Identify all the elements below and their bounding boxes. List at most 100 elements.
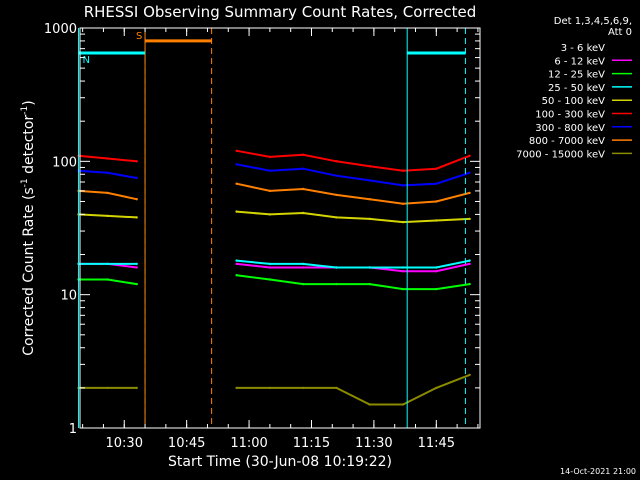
data-point-3-6-kev [335,306,338,309]
data-point-7000-15000-kev [268,386,272,390]
x-axis-label: Start Time (30-Jun-08 10:19:22) [168,454,392,470]
data-point-12-25-kev [235,274,238,277]
data-point-300-800-kev [468,171,471,174]
data-point-800-7000-kev [302,187,305,191]
data-point-25-50-kev [435,266,438,269]
data-point-3-6-kev [235,293,238,296]
data-point-12-25-kev [335,282,338,286]
data-point-12-25-kev [135,282,138,286]
data-point-800-7000-kev [235,182,238,185]
footer-date: 14-Oct-2021 21:00 [560,467,636,476]
data-point-7000-15000-kev [468,373,471,377]
data-point-300-800-kev [435,182,438,185]
data-point-800-7000-kev [368,198,371,201]
legend-label-100-300-kev: 100 - 300 keV [535,110,605,121]
data-point-800-7000-kev [335,193,338,197]
data-point-6-12-kev [135,266,138,269]
data-point-300-800-kev [135,176,138,180]
data-point-50-100-kev [435,219,438,222]
data-point-300-800-kev [106,171,109,174]
legend: Det 1,3,4,5,6,9,Att 03 - 6 keV 6 - 12 keV… [516,16,632,160]
data-point-100-300-kev [335,160,338,163]
data-point-7000-15000-kev [435,386,438,390]
data-point-12-25-kev [268,278,272,281]
y-axis-label-end: ) [21,100,37,105]
data-point-6-12-kev [401,270,405,273]
data-point-25-50-kev [335,266,338,269]
y-axis-label-mid: detector [21,115,37,179]
data-point-7000-15000-kev [106,386,109,390]
data-point-100-300-kev [302,153,305,156]
data-point-300-800-kev [302,167,305,170]
y-axis-label: Corrected Count Rate (s-1 detector-1) [20,100,37,355]
data-point-100-300-kev [401,169,405,172]
data-point-3-6-kev [106,299,109,302]
axes: 10:30 10:45 11:00 11:15 11:30 11:45 1 10 100 1000 [44,22,480,451]
data-point-25-50-kev [135,262,138,266]
data-point-7000-15000-kev [302,386,305,390]
legend-header: Det 1,3,4,5,6,9, [554,16,632,27]
data-point-50-100-kev [368,217,371,221]
data-point-50-100-kev [302,211,305,215]
flag-label-s: S [136,31,142,42]
time-markers [77,28,466,428]
data-point-50-100-kev [468,217,471,221]
data-point-3-6-kev [468,323,471,326]
data-point-12-25-kev [106,278,109,281]
data-point-300-800-kev [368,179,371,182]
data-point-25-50-kev [401,266,405,269]
y-tick-label: 10 [60,289,77,304]
data-point-12-25-kev [302,282,305,286]
x-tick-label: 11:30 [355,436,392,451]
plot-frame [79,27,481,429]
data-point-800-7000-kev [135,198,138,201]
data-point-6-12-kev [302,266,305,269]
data-point-3-6-kev [401,346,405,349]
legend-label-50-100-kev: 50 - 100 keV [542,96,606,107]
chart-title: RHESSI Observing Summary Count Rates, Co… [84,3,477,21]
data-point-100-300-kev [468,154,471,157]
data-point-7000-15000-kev [135,386,138,390]
legend-label-800-7000-kev: 800 - 7000 keV [529,136,605,147]
legend-label-6-12-kev: 6 - 12 keV [554,56,605,67]
legend-label-300-800-kev: 300 - 800 keV [535,123,605,134]
data-point-50-100-kev [135,216,138,219]
data-point-300-800-kev [268,169,272,172]
data-point-12-25-kev [468,282,471,286]
data-point-12-25-kev [401,287,405,291]
series-layer [77,149,471,406]
data-point-7000-15000-kev [335,386,338,390]
data-point-3-6-kev [368,323,371,326]
data-point-100-300-kev [368,165,371,168]
data-point-800-7000-kev [401,202,405,205]
legend-label-12-25-kev: 12 - 25 keV [548,70,605,81]
data-point-50-100-kev [235,210,238,213]
data-point-100-300-kev [435,167,438,170]
y-axis-label-sup1: -1 [20,178,30,187]
flag-bars: SN [78,31,466,66]
data-point-7000-15000-kev [235,386,238,390]
x-tick-label: 10:30 [106,436,143,451]
y-tick-label: 1000 [44,22,77,37]
legend-header: Att 0 [608,27,632,38]
data-point-7000-15000-kev [401,403,405,406]
data-point-50-100-kev [401,220,405,224]
data-point-3-6-kev [435,346,438,349]
legend-label-7000-15000-kev: 7000 - 15000 keV [516,149,605,160]
data-point-800-7000-kev [468,191,471,195]
data-point-12-25-kev [435,287,438,291]
y-axis-label-sup2: -1 [20,106,30,115]
legend-label-25-50-kev: 25 - 50 keV [548,83,605,94]
data-point-300-800-kev [401,184,405,187]
data-point-25-50-kev [106,262,109,266]
data-point-100-300-kev [268,155,272,159]
data-point-100-300-kev [106,157,109,160]
x-tick-label: 11:45 [418,436,455,451]
data-point-7000-15000-kev [368,403,371,406]
data-point-800-7000-kev [435,200,438,203]
data-point-800-7000-kev [106,191,109,195]
data-point-6-12-kev [468,262,471,266]
y-axis-label-main: Corrected Count Rate (s [21,187,37,355]
